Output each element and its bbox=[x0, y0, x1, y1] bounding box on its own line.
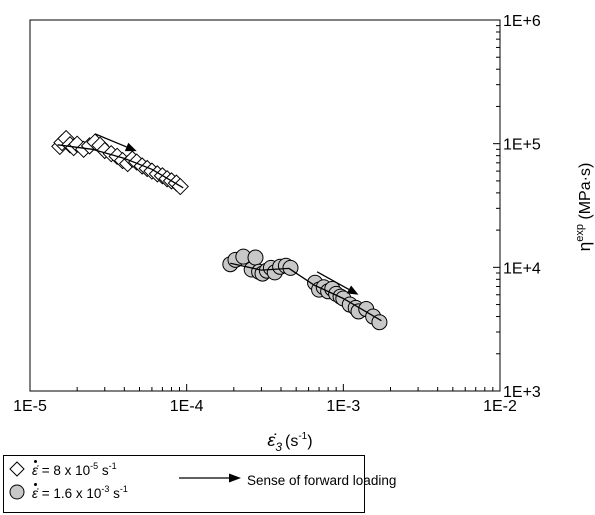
y-label-unit: (MPa·s) bbox=[577, 163, 594, 224]
loading-arrow-shaft bbox=[94, 133, 127, 148]
y-axis: 1E+3 1E+4 1E+5 1E+6 bbox=[493, 13, 541, 401]
legend-label-diamond: ε̇ = 8 x 10-5 s-1 bbox=[32, 459, 117, 478]
chart: 1E-5 1E-4 1E-3 1E-2 1E+3 1E+4 1E+5 1E+6 ε̇3 (s-… bbox=[13, 13, 594, 454]
x-label-unit-exp: -1 bbox=[298, 431, 307, 442]
x-label-unit-close: ) bbox=[307, 433, 312, 450]
data-series bbox=[51, 129, 388, 331]
legend-unit-exp-circle: -1 bbox=[119, 483, 128, 494]
legend-symbol-circle: ε̇ bbox=[32, 482, 38, 501]
legend-value-circle: = 1.6 x 10 bbox=[37, 485, 102, 501]
data-point bbox=[247, 249, 264, 266]
x-tick-label: 1E-2 bbox=[483, 398, 517, 415]
legend-unit-exp-diamond: -1 bbox=[108, 460, 117, 471]
x-tick-label: 1E-3 bbox=[326, 398, 360, 415]
legend-arrow-label: Sense of forward loading bbox=[247, 473, 397, 488]
x-tick-label: 1E-4 bbox=[170, 398, 204, 415]
y-label-symbol: η bbox=[575, 242, 594, 251]
x-label-unit: (s bbox=[285, 433, 298, 450]
y-tick-label: 1E+6 bbox=[503, 13, 541, 30]
trend-line bbox=[230, 262, 382, 322]
open-diamond-icon bbox=[9, 461, 25, 477]
plot-area bbox=[29, 19, 501, 392]
legend-value-diamond: = 8 x 10 bbox=[37, 462, 91, 478]
data-point bbox=[371, 314, 388, 331]
legend: ε̇ = 8 x 10-5 s-1 ε̇ = 1.6 x 10-3 s-1 Se… bbox=[3, 455, 396, 513]
legend-unit-diamond: s bbox=[98, 462, 109, 478]
filled-circle-icon bbox=[9, 484, 25, 500]
series-open-diamond bbox=[51, 129, 189, 196]
y-tick-label: 1E+3 bbox=[503, 384, 541, 401]
x-axis-label: ε̇3 (s-1) bbox=[267, 430, 312, 454]
legend-exp-circle: -3 bbox=[101, 483, 110, 494]
x-label-subscript: 3 bbox=[275, 440, 282, 454]
loading-arrow-head bbox=[124, 142, 137, 152]
series-filled-circle bbox=[222, 248, 388, 331]
y-axis-label: ηexp (MPa·s) bbox=[574, 163, 594, 252]
y-tick-label: 1E+4 bbox=[503, 260, 541, 277]
x-axis: 1E-5 1E-4 1E-3 1E-2 bbox=[13, 384, 517, 415]
trend-line bbox=[57, 144, 184, 189]
legend-unit-circle: s bbox=[109, 485, 120, 501]
loading-arrow-head bbox=[346, 285, 359, 295]
legend-label-circle: ε̇ = 1.6 x 10-3 s-1 bbox=[32, 482, 128, 501]
legend-row-circle: ε̇ = 1.6 x 10-3 s-1 bbox=[8, 482, 128, 501]
plot-border bbox=[29, 19, 501, 392]
loading-arrow-shaft bbox=[316, 271, 350, 291]
y-tick-label: 1E+5 bbox=[503, 137, 541, 154]
arrow-right-icon bbox=[179, 473, 241, 483]
x-tick-label: 1E-5 bbox=[13, 398, 47, 415]
legend-row-diamond: ε̇ = 8 x 10-5 s-1 bbox=[8, 459, 117, 478]
legend-symbol-diamond: ε̇ bbox=[32, 459, 38, 478]
y-label-sup: exp bbox=[574, 224, 586, 242]
x-label-symbol: ε̇ bbox=[267, 430, 276, 450]
legend-exp-diamond: -5 bbox=[90, 460, 99, 471]
